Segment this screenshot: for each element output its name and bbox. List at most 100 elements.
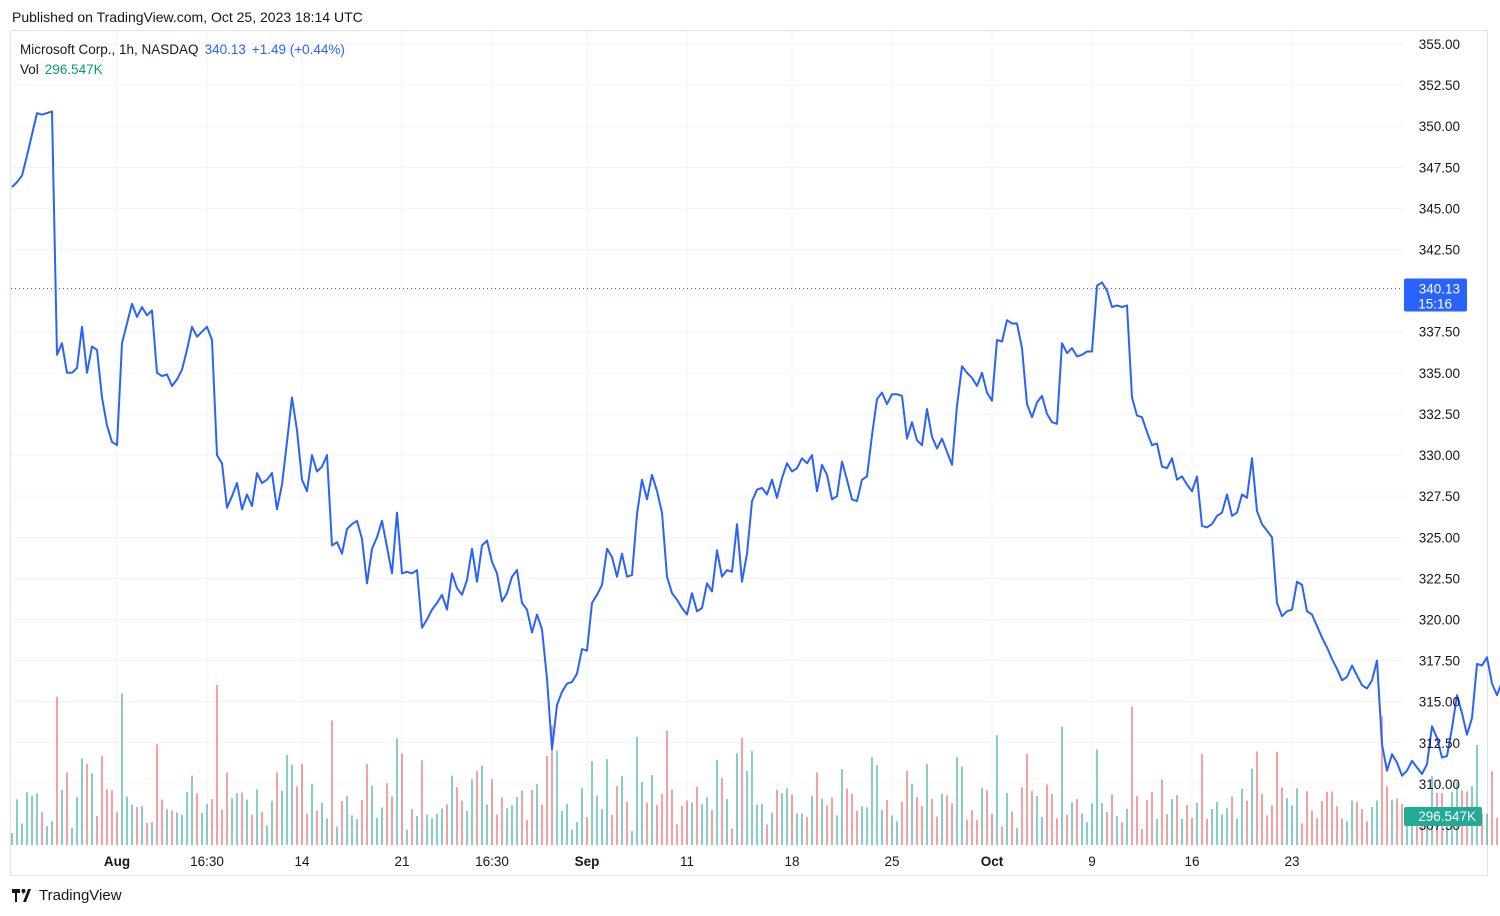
volume-bar <box>1391 799 1393 845</box>
y-tick-label: 330.00 <box>1419 448 1460 463</box>
published-caption: Published on TradingView.com, Oct 25, 20… <box>12 9 363 25</box>
volume-bar <box>221 809 223 845</box>
volume-bar <box>1051 793 1053 845</box>
volume-bar <box>1196 802 1198 845</box>
volume-bar <box>1496 818 1498 845</box>
volume-bar <box>651 774 653 845</box>
volume-bar <box>371 785 373 845</box>
volume-bar <box>691 802 693 845</box>
volume-label: Vol <box>20 62 39 77</box>
y-tick-label: 350.00 <box>1419 119 1460 134</box>
y-tick-label: 355.00 <box>1419 37 1460 52</box>
volume-bar <box>1156 819 1158 845</box>
volume-bar <box>1491 771 1493 845</box>
volume-bar <box>1221 814 1223 845</box>
countdown-value: 15:16 <box>1418 296 1452 311</box>
volume-bar <box>681 805 683 845</box>
volume-bar <box>511 805 513 845</box>
last-price-value: 340.13 <box>1419 281 1460 296</box>
y-tick-label: 312.50 <box>1419 736 1460 751</box>
volume-bar <box>96 815 98 845</box>
volume-bar <box>1281 787 1283 845</box>
volume-bar <box>1401 804 1403 845</box>
x-tick-label: 18 <box>784 854 799 869</box>
x-tick-label: 14 <box>294 854 310 869</box>
volume-bar <box>61 789 63 845</box>
volume-bar <box>731 828 733 845</box>
volume-bar <box>1426 812 1428 845</box>
volume-bar <box>1141 828 1143 845</box>
volume-bar <box>1146 800 1148 845</box>
volume-bar <box>166 809 168 845</box>
brand-name[interactable]: TradingView <box>39 887 122 904</box>
volume-bar <box>16 799 18 845</box>
volume-bar <box>131 804 133 845</box>
volume-bar <box>1421 814 1423 845</box>
volume-bar <box>901 801 903 845</box>
volume-bar <box>356 819 358 845</box>
y-tick-label: 332.50 <box>1419 407 1460 422</box>
volume-bar <box>721 777 723 845</box>
volume-bar <box>236 793 238 845</box>
volume-bar <box>811 795 813 845</box>
volume-bar <box>311 783 313 845</box>
volume-bar <box>1336 806 1338 845</box>
volume-bar <box>71 827 73 845</box>
volume-bar <box>441 808 443 845</box>
volume-bar <box>641 781 643 845</box>
volume-bar <box>1026 753 1028 845</box>
volume-bar <box>706 797 708 845</box>
volume-bar <box>881 810 883 845</box>
volume-bar <box>481 765 483 845</box>
volume-bar <box>566 803 568 845</box>
volume-bar <box>1016 827 1018 845</box>
volume-bar <box>1411 809 1413 845</box>
y-tick-label: 337.50 <box>1419 325 1460 340</box>
volume-bar <box>851 793 853 845</box>
volume-bar <box>91 773 93 845</box>
volume-bar <box>1271 805 1273 845</box>
volume-bar <box>551 725 553 845</box>
volume-bar <box>576 822 578 845</box>
price-line <box>11 110 1500 777</box>
volume-bar <box>636 737 638 845</box>
legend-price: 340.13 <box>204 42 246 57</box>
x-tick-label: 16 <box>1184 854 1199 869</box>
y-tick-label: 335.00 <box>1419 366 1460 381</box>
y-tick-label: 317.50 <box>1419 654 1460 669</box>
chart-frame[interactable] <box>10 30 1488 876</box>
volume-bar <box>1256 751 1258 845</box>
volume-bar <box>256 789 258 845</box>
volume-bar <box>141 806 143 845</box>
volume-bar <box>1341 818 1343 845</box>
volume-bar <box>701 804 703 845</box>
volume-bar <box>101 755 103 845</box>
volume-bar <box>1166 814 1168 845</box>
volume-bar <box>586 817 588 845</box>
y-tick-label: 320.00 <box>1419 612 1460 627</box>
last-volume-label: 296.547K <box>1404 807 1482 826</box>
volume-bar <box>1006 792 1008 845</box>
volume-bar <box>501 797 503 845</box>
tradingview-logo-icon[interactable] <box>12 889 34 902</box>
volume-bar <box>1086 822 1088 845</box>
y-tick-label: 325.00 <box>1419 530 1460 545</box>
volume-bar <box>171 810 173 845</box>
volume-bar <box>1381 715 1383 845</box>
volume-bar <box>556 750 558 845</box>
volume-bar <box>461 800 463 845</box>
volume-bar <box>746 771 748 845</box>
volume-bar <box>661 794 663 845</box>
volume-bar <box>1226 807 1228 845</box>
volume-bar <box>711 809 713 845</box>
volume-bar <box>931 798 933 845</box>
volume-bar <box>1316 818 1318 845</box>
volume-bar <box>1161 779 1163 845</box>
volume-bar <box>86 763 88 845</box>
x-tick-label: Aug <box>104 854 130 869</box>
volume-bar <box>786 788 788 845</box>
volume-bar <box>621 775 623 845</box>
volume-bar <box>1021 787 1023 845</box>
volume-bar <box>186 791 188 845</box>
